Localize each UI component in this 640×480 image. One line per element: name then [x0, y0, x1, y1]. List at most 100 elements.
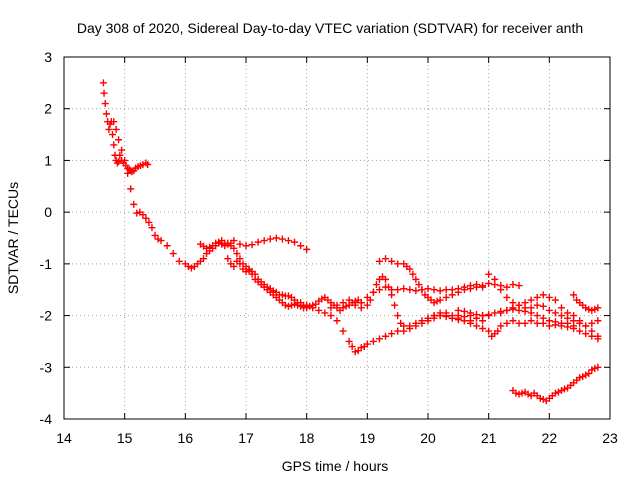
- series-segment-5: [224, 239, 311, 312]
- series-segment-14: [570, 291, 602, 314]
- data-point: [551, 309, 559, 317]
- data-point: [363, 301, 371, 309]
- data-point: [102, 110, 110, 118]
- series-segment-2: [110, 118, 229, 272]
- data-point: [539, 314, 547, 322]
- data-point: [406, 286, 414, 294]
- data-point: [110, 141, 118, 149]
- data-point: [242, 242, 250, 250]
- data-point: [454, 314, 462, 322]
- data-point: [394, 286, 402, 294]
- data-point: [309, 304, 317, 312]
- y-tick-label: 3: [44, 49, 52, 65]
- data-point: [503, 293, 511, 301]
- data-point: [144, 161, 152, 169]
- data-point: [124, 169, 132, 177]
- data-point: [291, 300, 299, 308]
- data-point: [454, 306, 462, 314]
- data-point: [99, 79, 107, 87]
- data-point: [436, 309, 444, 317]
- data-point: [333, 301, 341, 309]
- data-point: [570, 291, 578, 299]
- data-point: [101, 100, 109, 108]
- data-point: [233, 250, 241, 258]
- data-point: [303, 301, 311, 309]
- data-point: [348, 343, 356, 351]
- data-point: [582, 322, 590, 330]
- data-point: [157, 237, 165, 245]
- data-point: [494, 327, 502, 335]
- data-point: [400, 322, 408, 330]
- data-point: [521, 299, 529, 307]
- data-point: [515, 306, 523, 314]
- data-point: [142, 214, 150, 222]
- data-point: [591, 305, 599, 313]
- data-point: [382, 275, 390, 283]
- x-tick-label: 14: [56, 430, 72, 446]
- data-point: [175, 257, 183, 265]
- data-point: [442, 286, 450, 294]
- x-tick-label: 23: [602, 430, 618, 446]
- data-point: [454, 285, 462, 293]
- data-point: [466, 309, 474, 317]
- data-point: [415, 281, 423, 289]
- data-point: [418, 286, 426, 294]
- data-point: [497, 286, 505, 294]
- data-point: [388, 330, 396, 338]
- data-point: [139, 211, 147, 219]
- data-point: [582, 371, 590, 379]
- data-point: [582, 304, 590, 312]
- data-point: [248, 241, 256, 249]
- data-point: [424, 285, 432, 293]
- y-tick-label: 2: [44, 101, 52, 117]
- data-point: [400, 285, 408, 293]
- data-point: [588, 319, 596, 327]
- data-point: [230, 244, 238, 252]
- data-point: [436, 287, 444, 295]
- data-point: [339, 327, 347, 335]
- data-point: [545, 306, 553, 314]
- x-tick-label: 17: [238, 430, 254, 446]
- grid: [64, 57, 610, 419]
- data-point: [466, 319, 474, 327]
- data-point: [391, 301, 399, 309]
- data-point: [224, 255, 232, 263]
- x-tick-label: 20: [420, 430, 436, 446]
- data-point: [497, 322, 505, 330]
- data-point: [533, 312, 541, 320]
- data-point: [113, 159, 121, 167]
- data-point: [564, 319, 572, 327]
- data-point: [409, 270, 417, 278]
- y-tick-label: -1: [40, 256, 53, 272]
- data-point: [382, 283, 390, 291]
- data-point: [509, 281, 517, 289]
- data-point: [169, 250, 177, 258]
- data-point: [466, 282, 474, 290]
- x-tick-label: 15: [117, 430, 133, 446]
- data-point: [473, 322, 481, 330]
- data-point: [412, 275, 420, 283]
- data-point: [372, 281, 380, 289]
- data-point: [375, 286, 383, 294]
- data-point: [388, 286, 396, 294]
- data-point: [260, 237, 268, 245]
- data-point: [485, 327, 493, 335]
- data-point: [248, 270, 256, 278]
- data-point: [394, 312, 402, 320]
- data-point: [448, 312, 456, 320]
- data-point: [557, 304, 565, 312]
- data-point: [382, 332, 390, 340]
- data-point: [460, 307, 468, 315]
- data-point: [473, 311, 481, 319]
- data-point: [118, 146, 126, 154]
- data-point: [254, 238, 262, 246]
- data-point: [284, 237, 292, 245]
- data-point: [551, 296, 559, 304]
- data-point: [585, 369, 593, 377]
- data-point: [497, 307, 505, 315]
- chart-title: Day 308 of 2020, Sidereal Day-to-day VTE…: [77, 20, 583, 36]
- y-tick-label: -2: [40, 308, 53, 324]
- data-point: [109, 131, 117, 139]
- data-point: [163, 242, 171, 250]
